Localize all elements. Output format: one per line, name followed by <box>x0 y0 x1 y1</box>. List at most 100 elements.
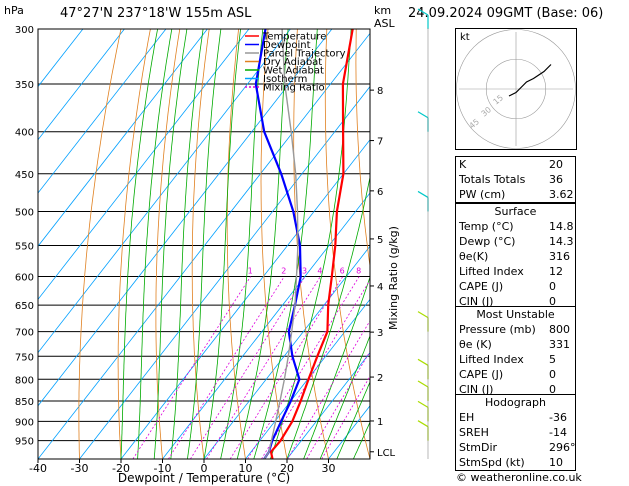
pressure-tick-label: 650 <box>15 301 34 312</box>
legend-label: Isotherm <box>263 74 307 85</box>
x-tick-label: 10 <box>239 462 253 475</box>
surface-row: CIN (J) 0 <box>456 294 575 309</box>
most-unstable-value: 5 <box>549 353 556 366</box>
series-parcel-trajectory <box>263 29 299 459</box>
hodograph-key: StmSpd (kt) <box>459 456 525 469</box>
mixing-ratio-line <box>190 276 306 459</box>
mixing-ratio-line <box>168 276 285 459</box>
isotherm-line <box>203 245 370 459</box>
surface-row: Dewp (°C) 14.3 <box>456 234 575 249</box>
index-value: 36 <box>549 173 563 186</box>
mixing-ratio-line <box>321 375 370 459</box>
index-key: PW (cm) <box>459 188 506 201</box>
dry-adiabat-line <box>260 29 288 459</box>
most-unstable-value: 331 <box>549 338 570 351</box>
most-unstable-row: CAPE (J) 0 <box>456 367 575 382</box>
isotherm-line <box>38 29 84 88</box>
km-label: km <box>374 4 392 17</box>
wind-barb-flag <box>417 358 429 366</box>
surface-key: CIN (J) <box>459 295 494 308</box>
km-tick-label: 2 <box>377 373 383 384</box>
pressure-tick-label: 700 <box>15 328 34 339</box>
surface-key: Lifted Index <box>459 265 524 278</box>
mixing-ratio-label: 20 <box>412 267 422 276</box>
dry-adiabat-line <box>78 29 122 459</box>
isotherm-line <box>120 139 370 459</box>
isotherm-line <box>162 192 370 459</box>
credit-link[interactable]: © weatheronline.co.uk <box>456 471 582 484</box>
hodograph-value: -36 <box>549 411 567 424</box>
surface-table: Surface Temp (°C) 14.8 Dewp (°C) 14.3 θe(K… <box>455 203 576 310</box>
pressure-tick-label: 450 <box>15 170 34 181</box>
hodograph-table: Hodograph EH -36 SREH -14 StmDir 296° StmSp… <box>455 394 576 471</box>
hodograph-key: StmDir <box>459 441 498 454</box>
wet-adiabat-line <box>153 29 188 459</box>
x-tick-label: -20 <box>112 462 130 475</box>
surface-key: CAPE (J) <box>459 280 504 293</box>
pressure-tick-label: 400 <box>15 128 34 139</box>
wet-adiabat-line <box>286 174 370 459</box>
index-row-pw: PW (cm) 3.62 <box>456 187 575 202</box>
surface-row: CAPE (J) 0 <box>456 279 575 294</box>
wind-barb-flag <box>417 111 429 119</box>
mixing-ratio-line <box>247 276 360 459</box>
mixing-ratio-label: 3 <box>302 267 307 276</box>
mixing-ratio-line <box>287 320 370 459</box>
asl-label: ASL <box>374 17 395 30</box>
surface-value: 12 <box>549 265 563 278</box>
dry-adiabat-line <box>592 29 629 459</box>
surface-key: Dewp (°C) <box>459 235 516 248</box>
pressure-tick-label: 800 <box>15 375 34 386</box>
wet-adiabat-line <box>187 29 222 459</box>
most-unstable-value: 800 <box>549 323 570 336</box>
most-unstable-row: Lifted Index 5 <box>456 352 575 367</box>
km-tick-label: 4 <box>377 282 383 293</box>
hodograph-row: EH -36 <box>456 410 575 425</box>
hodograph-unit-label: kt <box>460 32 470 43</box>
index-value: 20 <box>549 158 563 171</box>
index-row-k: K 20 <box>456 157 575 172</box>
legend-label: Wet Adiabat <box>263 66 324 77</box>
surface-value: 0 <box>549 280 556 293</box>
wet-adiabat-line <box>203 29 241 459</box>
mixing-ratio-line <box>132 276 251 459</box>
legend-label: Dry Adiabat <box>263 57 322 68</box>
most-unstable-key: Pressure (mb) <box>459 323 536 336</box>
wind-barb-flag <box>417 311 429 319</box>
index-key: Totals Totals <box>459 173 526 186</box>
pressure-tick-label: 550 <box>15 241 34 252</box>
pressure-tick-label: 900 <box>15 417 34 428</box>
x-axis-label: Dewpoint / Temperature (°C) <box>118 471 290 485</box>
pressure-tick-label: 500 <box>15 207 34 218</box>
x-tick-label: 0 <box>201 462 208 475</box>
mixing-ratio-label: 25 <box>426 267 436 276</box>
most-unstable-row: θe (K) 331 <box>456 337 575 352</box>
hodograph-value: 296° <box>549 441 576 454</box>
wet-adiabat-line <box>270 29 352 459</box>
hodograph-row: StmSpd (kt) 10 <box>456 455 575 470</box>
km-tick-label: 8 <box>377 86 383 97</box>
km-tick-label: 1 <box>377 417 383 428</box>
hodograph-trace <box>508 64 552 97</box>
wet-adiabat-line <box>236 29 289 459</box>
most-unstable-key: θe (K) <box>459 338 492 351</box>
legend-label: Temperature <box>262 32 326 43</box>
km-tick-label: 5 <box>377 235 383 246</box>
dry-adiabat-line <box>621 29 629 459</box>
mixing-ratio-label: 8 <box>356 267 361 276</box>
wet-adiabat-line <box>220 29 264 459</box>
index-key: K <box>459 158 467 171</box>
isotherm-line <box>38 29 208 247</box>
pressure-tick-label: 750 <box>15 352 34 363</box>
surface-value: 14.8 <box>549 220 574 233</box>
isotherm-line <box>245 298 370 459</box>
hodograph-key: SREH <box>459 426 489 439</box>
km-tick-label: 7 <box>377 137 383 148</box>
surface-key: θe(K) <box>459 250 489 263</box>
isotherm-line <box>38 29 333 407</box>
legend-label: Dewpoint <box>263 40 311 51</box>
pressure-tick-label: 850 <box>15 397 34 408</box>
most-unstable-title: Most Unstable <box>476 308 555 321</box>
surface-row: θe(K) 316 <box>456 249 575 264</box>
